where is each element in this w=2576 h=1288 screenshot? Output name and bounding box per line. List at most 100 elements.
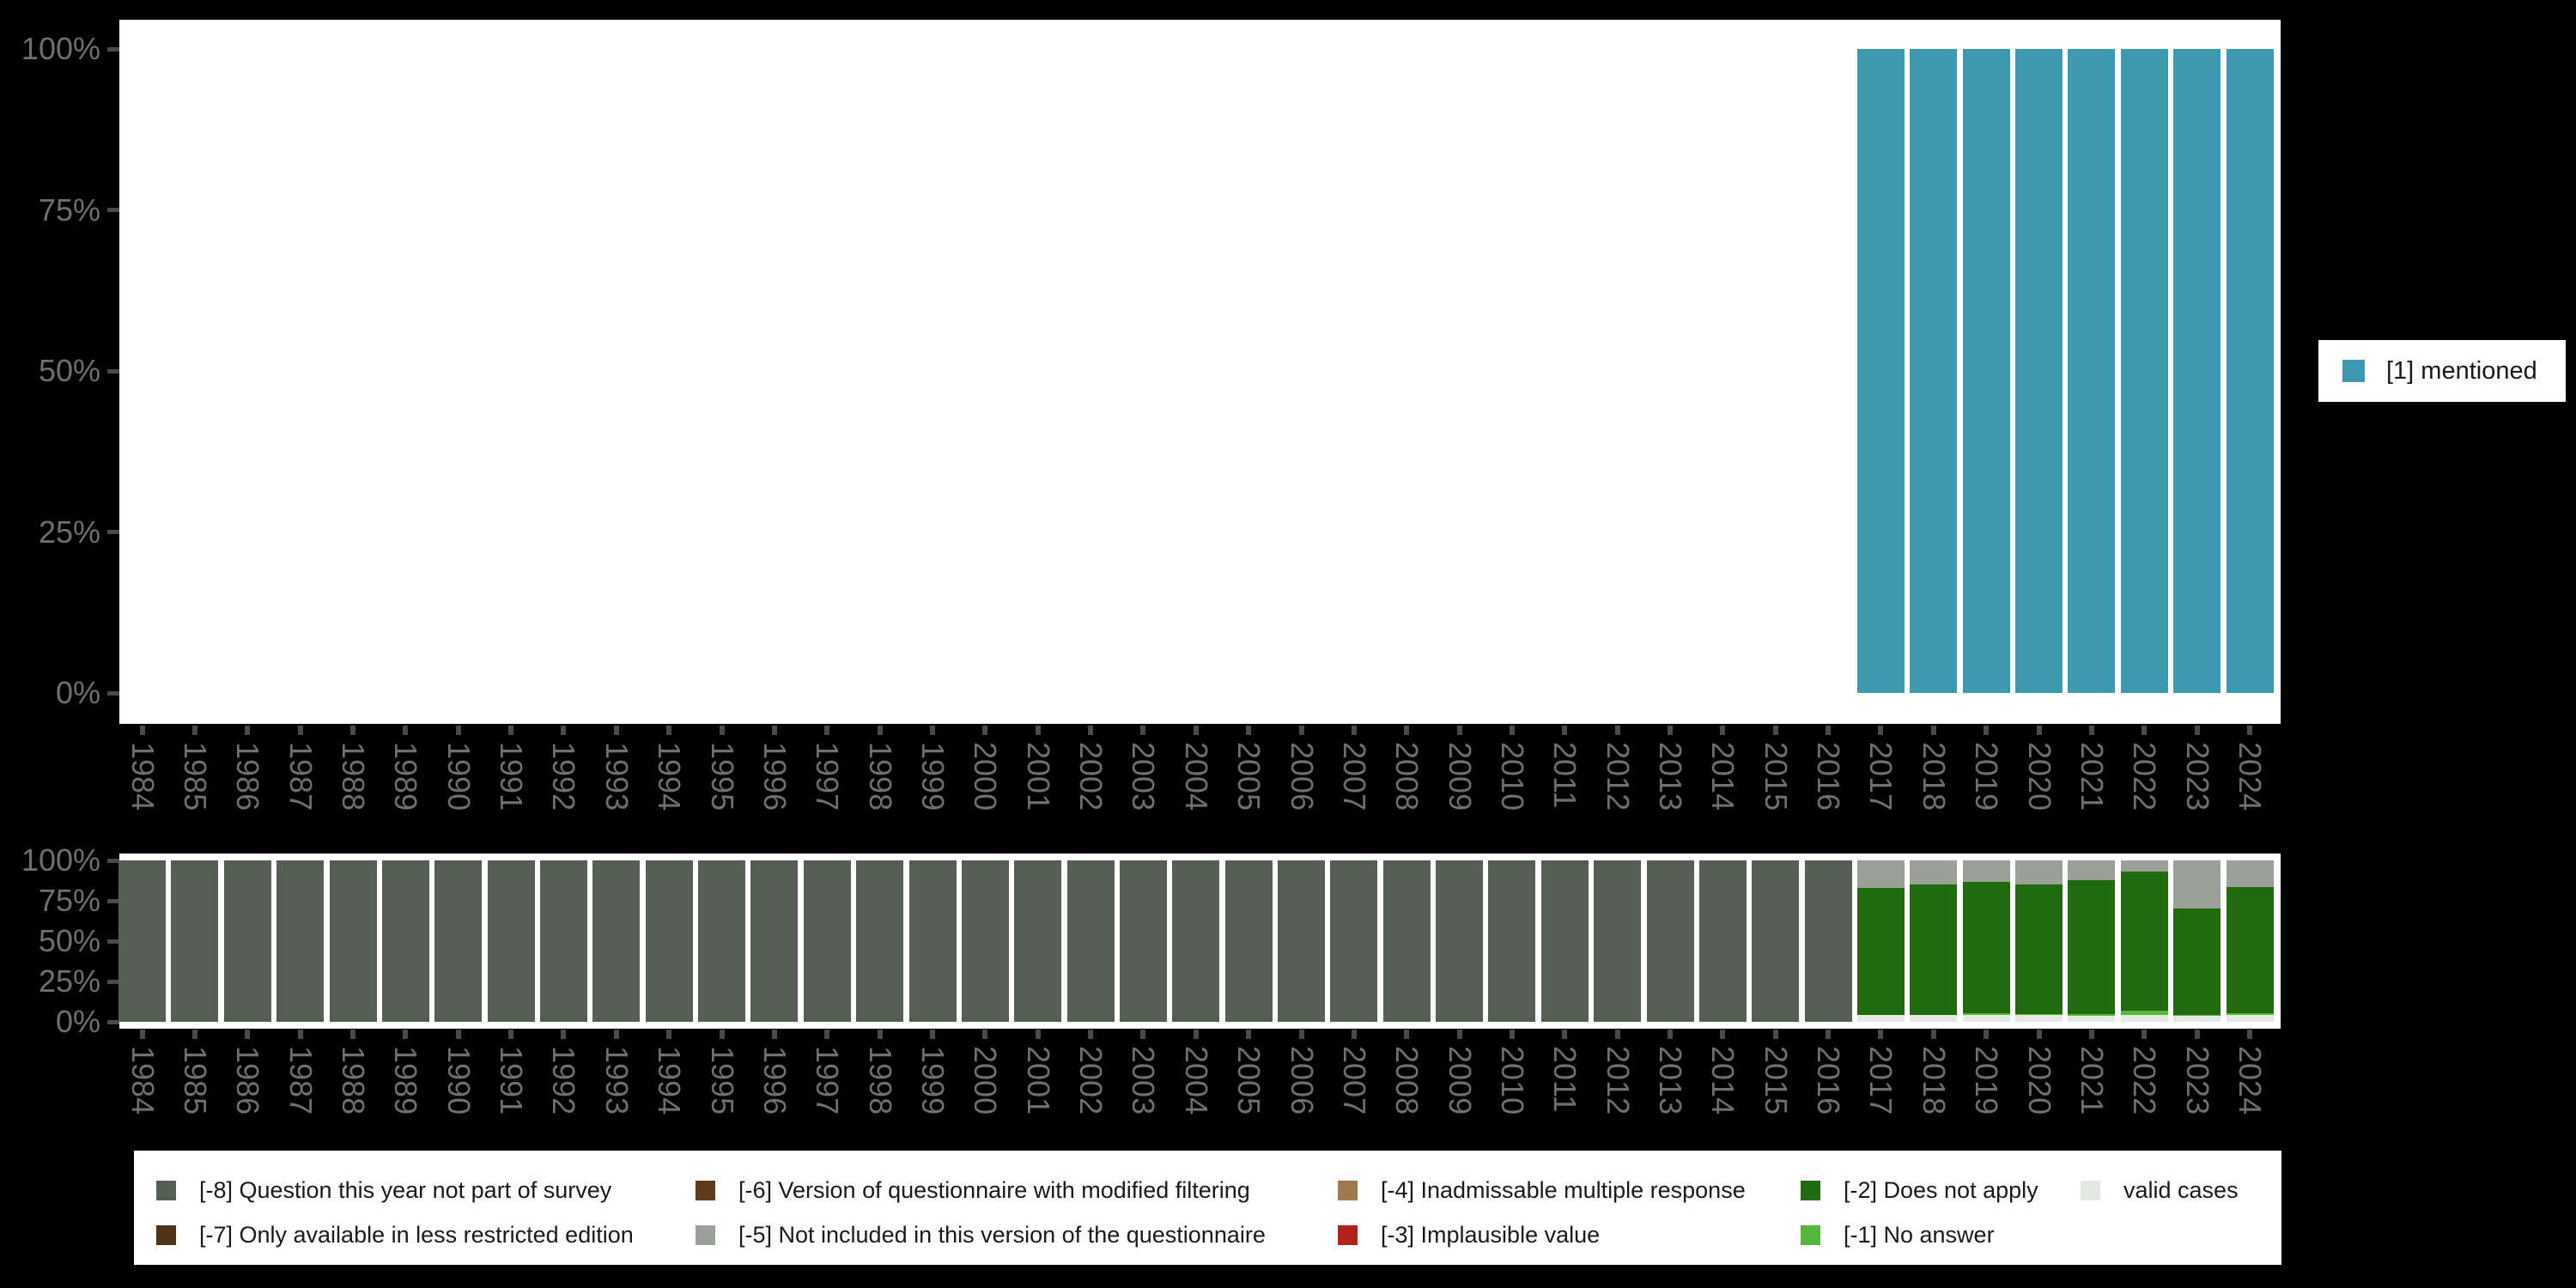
top-x-axis-year-label: 2016 (1811, 742, 1847, 811)
bottom-bar-segment (2015, 1015, 2063, 1022)
bottom-bar-segment (2120, 860, 2168, 872)
top-x-axis-year-label: 2006 (1284, 742, 1320, 811)
bot-y-axis-tick-label: 50% (38, 923, 100, 958)
bottom-x-axis-tick (1562, 1030, 1568, 1039)
top-bar-2020 (2015, 49, 2063, 693)
bottom-x-axis-tick (508, 1030, 514, 1039)
bottom-bar-segment (856, 860, 904, 1022)
bottom-x-axis-year-label: 2016 (1811, 1046, 1847, 1115)
bottom-x-axis-tick (613, 1030, 619, 1039)
top-y-axis-tick (107, 208, 119, 212)
bottom-x-axis-year-label: 2008 (1389, 1046, 1425, 1115)
top-y-axis-tick-label: 25% (38, 513, 100, 550)
bottom-x-axis-year-label: 1992 (546, 1046, 582, 1115)
bottom-bar-segment (2173, 860, 2221, 909)
legend-item-label: [-1] No answer (1844, 1221, 1995, 1248)
top-x-axis-year-label: 2017 (1863, 742, 1899, 811)
bottom-x-axis-tick (1088, 1030, 1094, 1039)
bottom-x-axis-tick (2036, 1030, 2042, 1039)
top-x-axis-tick (1404, 726, 1410, 735)
bottom-x-axis-year-label: 2021 (2074, 1046, 2110, 1115)
top-y-axis-tick-label: 50% (38, 353, 100, 388)
top-x-axis-year-label: 2007 (1336, 742, 1372, 811)
top-x-axis-tick (613, 726, 619, 735)
top-x-axis-year-label: 2001 (1020, 742, 1056, 811)
bottom-bar-segment (1014, 860, 1062, 1022)
bottom-x-axis-year-label: 2022 (2127, 1046, 2163, 1115)
bottom-bar-segment (1804, 860, 1852, 1022)
legend-item-label: [-6] Version of questionnaire with modif… (738, 1176, 1250, 1203)
bottom-x-axis-year-label: 1987 (283, 1046, 319, 1115)
top-bar-2017 (1856, 49, 1905, 693)
top-bar-2021 (2068, 49, 2116, 693)
bottom-x-axis-tick (1456, 1030, 1462, 1039)
legend-key-icon (696, 1224, 715, 1245)
bottom-x-axis-tick (1930, 1030, 1936, 1039)
top-x-axis-year-label: 1995 (704, 742, 740, 811)
bottom-x-axis-tick (877, 1030, 883, 1039)
top-x-axis-tick (1509, 726, 1515, 735)
top-x-axis-year-label: 1990 (440, 742, 477, 811)
bottom-x-axis-tick (561, 1030, 567, 1039)
top-x-axis-year-label: 1984 (125, 742, 161, 811)
top-x-axis-year-label: 2015 (1758, 742, 1794, 811)
top-y-axis-tick (107, 530, 119, 534)
top-x-axis-tick (719, 726, 725, 735)
bottom-x-axis-year-label: 2013 (1653, 1046, 1689, 1115)
bottom-bar-segment (2226, 1012, 2274, 1016)
missing-values-legend: [-8] Question this year not part of surv… (134, 1151, 2281, 1265)
top-x-axis-year-label: 2014 (1705, 742, 1741, 811)
top-x-axis-year-label: 1997 (810, 742, 846, 811)
top-x-axis-tick (771, 726, 777, 735)
top-y-axis-tick (107, 690, 119, 696)
bottom-bar-segment (539, 860, 587, 1022)
top-x-axis-year-label: 2012 (1600, 742, 1636, 811)
top-x-axis-year-label: 2021 (2074, 742, 2110, 811)
bottom-bar-segment (1910, 884, 1958, 1016)
bottom-bar-segment (1962, 1015, 2010, 1022)
legend-label-mentioned: [1] mentioned (2386, 356, 2537, 385)
bottom-x-axis-year-label: 2010 (1494, 1046, 1530, 1115)
bottom-bar-segment (1698, 860, 1747, 1022)
top-y-axis-tick-label: 100% (21, 31, 100, 66)
top-x-axis-year-label: 2023 (2179, 742, 2215, 811)
top-x-axis-year-label: 1994 (652, 742, 688, 811)
bottom-bar-segment (2226, 860, 2274, 888)
bottom-bar-segment (1278, 860, 1326, 1022)
top-x-axis-tick (1456, 726, 1462, 735)
top-x-axis-tick (1246, 726, 1252, 735)
bottom-bar-segment (2068, 879, 2116, 1014)
top-x-axis-year-label: 2008 (1389, 742, 1425, 811)
bottom-x-axis-tick (245, 1030, 251, 1039)
bottom-bar-segment (171, 860, 219, 1022)
bottom-bar-segment (1594, 860, 1642, 1022)
bottom-x-axis-year-label: 2011 (1547, 1046, 1583, 1113)
bottom-x-axis-year-label: 2005 (1231, 1046, 1267, 1115)
bottom-x-axis-tick (1984, 1030, 1990, 1039)
bottom-x-axis-tick (1878, 1030, 1884, 1039)
top-x-axis-tick (1720, 726, 1726, 735)
bottom-x-axis-tick (403, 1030, 409, 1039)
legend-key-icon (1801, 1224, 1820, 1245)
top-x-axis-tick (1088, 726, 1094, 735)
legend-key-icon (1801, 1180, 1820, 1200)
top-x-axis-tick (1930, 726, 1936, 735)
top-x-axis-year-label: 1989 (388, 742, 424, 811)
bottom-bar-segment (2015, 860, 2063, 885)
bottom-bar-segment (1066, 860, 1115, 1022)
bottom-bar-segment (1856, 887, 1905, 1016)
bottom-x-axis-year-label: 2001 (1020, 1046, 1056, 1115)
bottom-x-axis-tick (1614, 1030, 1620, 1039)
top-x-axis-year-label: 1998 (862, 742, 898, 811)
bottom-x-axis-tick (1772, 1030, 1778, 1039)
top-bar-2022 (2120, 49, 2168, 693)
bottom-x-axis-tick (455, 1030, 461, 1039)
bottom-x-axis-year-label: 1989 (388, 1046, 424, 1115)
bottom-x-axis-year-label: 1988 (336, 1046, 372, 1115)
bottom-x-axis-tick (2247, 1030, 2252, 1039)
top-x-axis-tick (1614, 726, 1620, 735)
top-x-axis-year-label: 2019 (1969, 742, 2005, 811)
legend-item: [-4] Inadmissable multiple response (1338, 1177, 1746, 1203)
bottom-x-axis-year-label: 2004 (1178, 1046, 1214, 1115)
